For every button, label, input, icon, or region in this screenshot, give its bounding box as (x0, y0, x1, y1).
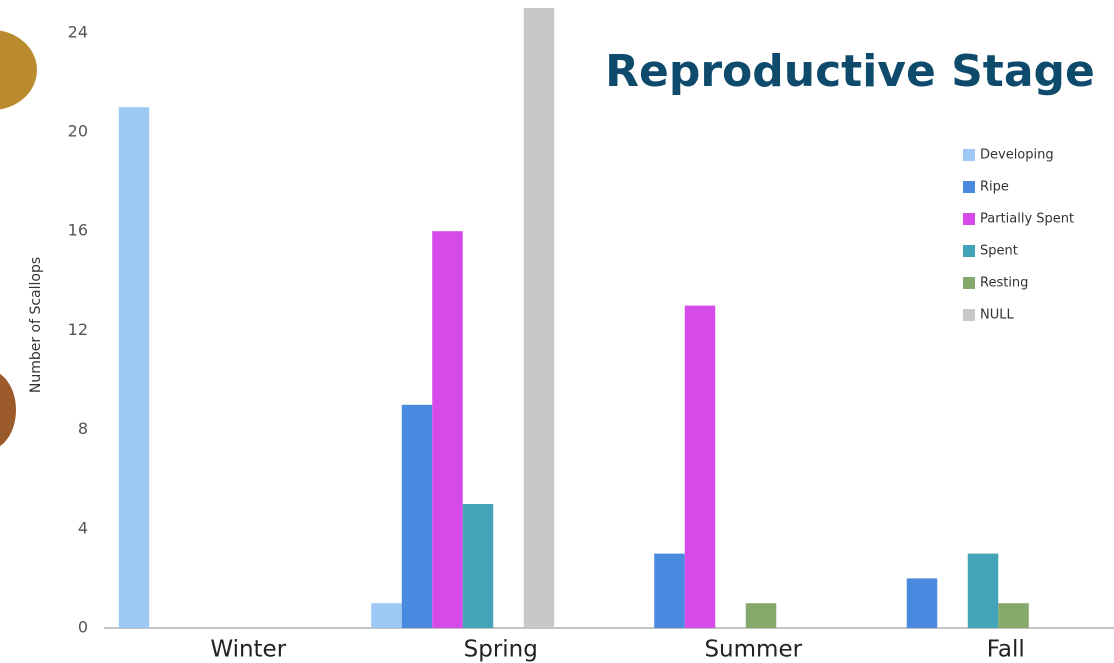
y-tick-label: 16 (68, 221, 88, 240)
legend-swatch (963, 181, 975, 193)
bar (684, 305, 716, 628)
y-tick-label: 4 (78, 518, 88, 537)
bar (462, 504, 494, 628)
legend-swatch (963, 213, 975, 225)
decor-scallop (0, 30, 37, 110)
x-tick-label: Winter (210, 637, 286, 663)
decor-scallop (0, 373, 16, 447)
chart-title: Reproductive Stage (605, 46, 1095, 97)
legend-swatch (963, 149, 975, 161)
bar (745, 603, 777, 628)
bar (967, 553, 999, 628)
x-tick-label: Fall (987, 637, 1025, 663)
bar (371, 603, 402, 628)
bar (401, 404, 433, 628)
bar (654, 553, 685, 628)
legend-label: Spent (980, 244, 1018, 259)
legend-label: Developing (980, 148, 1054, 163)
bar (118, 107, 150, 628)
x-tick-label: Spring (464, 637, 538, 663)
bar (432, 231, 463, 628)
bar (998, 603, 1029, 628)
bar (523, 8, 555, 628)
y-axis-label: Number of Scallops (28, 257, 44, 393)
legend-label: Partially Spent (980, 212, 1074, 227)
x-tick-label: Summer (704, 637, 802, 663)
y-tick-label: 12 (68, 320, 88, 339)
legend-label: NULL (980, 308, 1014, 323)
legend-swatch (963, 309, 975, 321)
y-tick-label: 20 (68, 122, 88, 141)
bar (906, 578, 938, 628)
y-tick-label: 0 (78, 618, 88, 637)
legend-label: Resting (980, 276, 1028, 291)
y-tick-label: 8 (78, 419, 88, 438)
y-tick-label: 24 (68, 22, 88, 41)
legend-label: Ripe (980, 180, 1009, 195)
legend-swatch (963, 277, 975, 289)
legend-swatch (963, 245, 975, 257)
